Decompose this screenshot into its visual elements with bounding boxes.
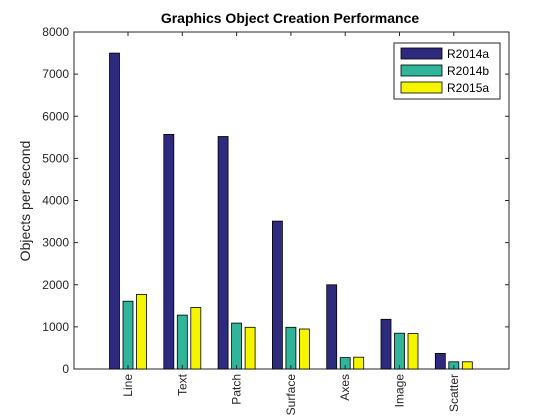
bar-patch-r2015a [244,326,256,370]
bar-line-r2015a [136,293,147,370]
y-tick-label: 4000 [42,194,69,208]
y-ticks-group: 0 1000 2000 3000 4000 5000 6000 7000 8000 [42,25,509,376]
y-tick-label: 7000 [42,67,69,81]
x-tick-label-line: Line [121,374,135,397]
x-tick-label-scatter: Scatter [447,374,461,412]
bar-text-r2014b [176,314,188,370]
chart-title: Graphics Object Creation Performance [161,10,420,26]
x-tick-label-image: Image [393,374,407,408]
legend-label-r2014b: R2014b [447,64,489,78]
y-tick-label: 6000 [42,109,69,123]
bar-axes-r2015a [353,356,365,370]
x-tick-label-patch: Patch [230,374,244,405]
x-tick-label-text: Text [175,373,189,396]
bar-scatter-r2015a [461,361,473,370]
legend-label-r2015a: R2015a [447,81,489,95]
bar-patch-r2014b [231,322,243,370]
y-tick-label: 1000 [42,320,69,334]
legend-items: R2014a R2014b R2015a [400,47,489,95]
legend-swatch-r2014b [400,64,443,77]
bars-group [109,52,473,370]
legend: R2014a R2014b R2015a [393,42,501,100]
bar-surface-r2014b [285,326,297,370]
bar-surface-r2014a [271,220,283,370]
bar-surface-r2015a [298,328,310,370]
bar-image-r2014a [380,318,392,370]
legend-swatch-r2015a [400,81,443,94]
bar-text-r2015a [190,307,202,370]
x-ticks-group: Line Text Patch Surface Axes Image Scatter [121,32,461,415]
bar-text-r2014a [163,133,175,370]
y-tick-label: 5000 [42,151,69,165]
bar-line-r2014b [122,300,134,370]
x-tick-label-surface: Surface [284,374,298,416]
bar-patch-r2014a [217,136,229,370]
y-tick-label: 8000 [42,25,69,39]
bar-axes-r2014a [326,284,338,370]
y-tick-label: 2000 [42,278,69,292]
bar-line-r2014a [109,52,120,370]
y-tick-label: 0 [62,362,69,376]
bar-image-r2015a [407,333,419,370]
bar-image-r2014b [394,332,405,370]
x-tick-label-axes: Axes [338,374,352,401]
y-axis-label: Objects per second [17,141,33,262]
bar-scatter-r2014a [434,352,446,370]
legend-swatch-r2014a [400,47,443,60]
legend-label-r2014a: R2014a [447,47,489,61]
y-tick-label: 3000 [42,236,69,250]
